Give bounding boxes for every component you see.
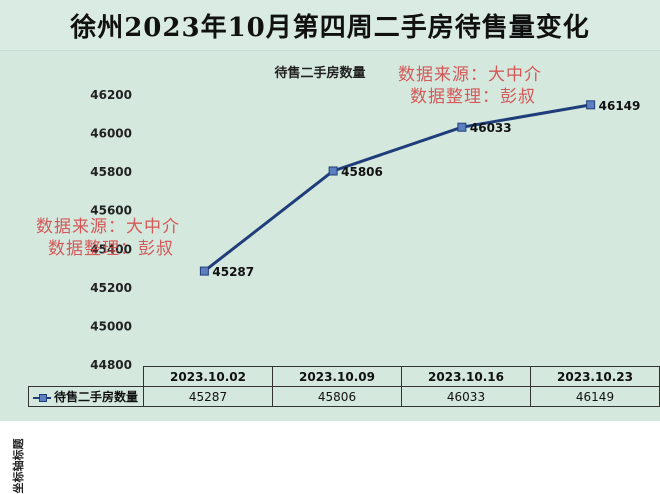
table-cell-value: 46149: [530, 386, 660, 407]
data-point: [199, 266, 209, 276]
data-point: [328, 166, 338, 176]
table-header-row: 2023.10.02 2023.10.09 2023.10.16 2023.10…: [29, 366, 660, 387]
watermark-source: 数据来源：大中介: [36, 217, 180, 237]
y-tick-label: 44800: [90, 358, 132, 372]
watermark-left: 数据来源：大中介 数据整理：彭叔: [36, 216, 180, 260]
y-axis-title: 坐标轴标题: [12, 438, 25, 494]
data-label: 45287: [212, 265, 254, 279]
watermark-top: 数据来源：大中介 数据整理：彭叔: [398, 64, 542, 108]
y-tick-label: 45000: [90, 319, 132, 333]
data-label: 46149: [599, 99, 641, 113]
y-tick-label: 46000: [90, 127, 132, 141]
data-point: [457, 122, 467, 132]
legend-label: 待售二手房数量: [54, 390, 139, 404]
watermark-source: 数据来源：大中介: [398, 65, 542, 85]
data-label: 46033: [470, 121, 512, 135]
category-label: 2023.10.23: [530, 366, 660, 387]
title-banner: 徐州2023年10月第四周二手房待售量变化: [0, 0, 660, 51]
table-corner: [29, 367, 144, 387]
y-tick-label: 45400: [90, 242, 132, 256]
table-row: 待售二手房数量 45287 45806 46033 46149: [28, 386, 660, 407]
category-label: 2023.10.09: [272, 366, 402, 387]
legend-entry: 待售二手房数量: [28, 386, 144, 407]
category-label: 2023.10.02: [143, 366, 273, 387]
data-point: [586, 100, 596, 110]
watermark-editor: 数据整理：彭叔: [48, 239, 174, 259]
page-title: 徐州2023年10月第四周二手房待售量变化: [70, 12, 590, 43]
data-label: 45806: [341, 165, 383, 179]
y-tick-label: 46200: [90, 88, 132, 102]
table-cell-value: 45287: [143, 386, 273, 407]
watermark-editor: 数据整理：彭叔: [410, 87, 536, 107]
line-chart: 44800 45000 45200 45400 45600 45800 46000 46200…: [90, 88, 641, 372]
series-line: [203, 103, 591, 273]
y-tick-label: 45200: [90, 281, 132, 295]
data-table: 2023.10.02 2023.10.09 2023.10.16 2023.10…: [28, 366, 660, 407]
y-tick-label: 45800: [90, 165, 132, 179]
y-tick-label: 45600: [90, 204, 132, 218]
category-label: 2023.10.16: [401, 366, 531, 387]
table-cell-value: 46033: [401, 386, 531, 407]
table-cell-value: 45806: [272, 386, 402, 407]
chart-title: 待售二手房数量: [274, 66, 366, 81]
legend-line-marker-icon: [33, 393, 51, 403]
